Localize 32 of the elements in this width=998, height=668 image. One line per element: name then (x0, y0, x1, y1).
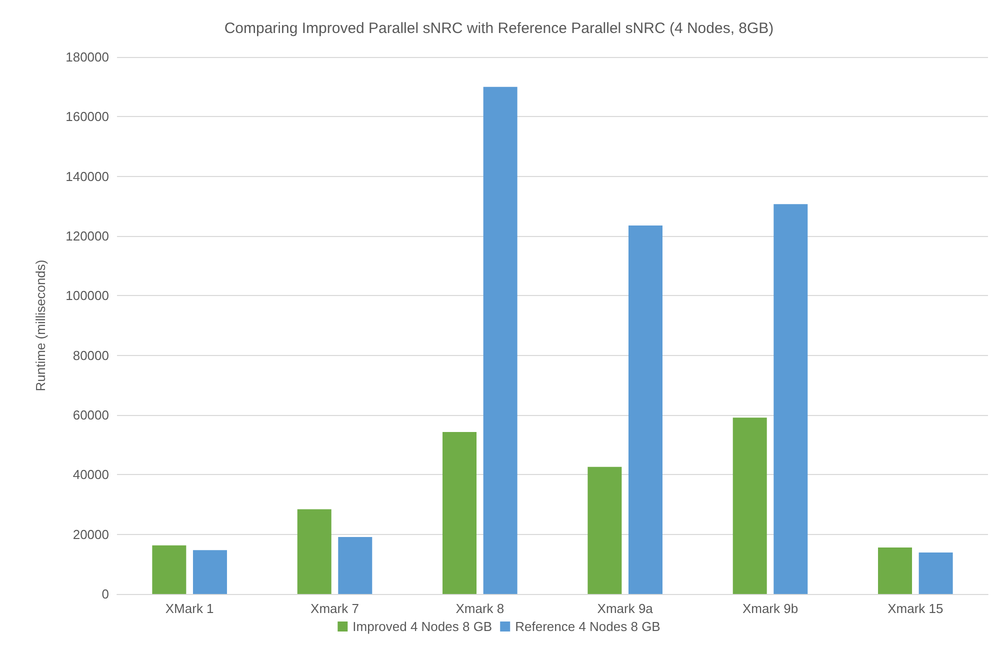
legend-label: Improved 4 Nodes 8 GB (352, 619, 492, 634)
y-tick-label: 20000 (72, 526, 109, 542)
legend-label: Reference 4 Nodes 8 GB (515, 619, 660, 634)
y-tick-label: 120000 (66, 228, 109, 244)
x-tick-label: Xmark 9a (597, 601, 654, 616)
y-tick-label: 100000 (66, 288, 109, 304)
y-tick-label: 40000 (72, 467, 109, 482)
bar (732, 418, 767, 594)
y-tick-label: 140000 (66, 168, 109, 184)
y-tick-label: 160000 (66, 109, 109, 124)
x-tick-label: XMark 1 (165, 601, 214, 616)
bar (297, 509, 332, 594)
bar (774, 204, 808, 594)
x-tick-label: Xmark 15 (888, 601, 944, 616)
y-tick-label: 60000 (72, 408, 109, 422)
bar (338, 537, 372, 594)
bar (918, 552, 953, 594)
bar (442, 432, 477, 594)
chart-title: Comparing Improved Parallel sNRC with Reference Parallel sNRC (4 Nodes, 8GB) (224, 20, 774, 37)
bar (878, 547, 912, 594)
x-tick-label: Xmark 9b (742, 601, 798, 616)
y-tick-label: 180000 (66, 50, 109, 64)
y-axis-title: Runtime (milliseconds) (33, 260, 48, 392)
bar (628, 226, 662, 594)
bar (152, 545, 186, 594)
x-tick-label: Xmark 8 (456, 601, 504, 616)
bar (588, 466, 622, 594)
bar (192, 550, 227, 594)
x-tick-label: Xmark 7 (310, 601, 359, 616)
bar (483, 86, 518, 594)
y-tick-label: 80000 (72, 348, 109, 363)
y-tick-label: 0 (102, 586, 109, 602)
